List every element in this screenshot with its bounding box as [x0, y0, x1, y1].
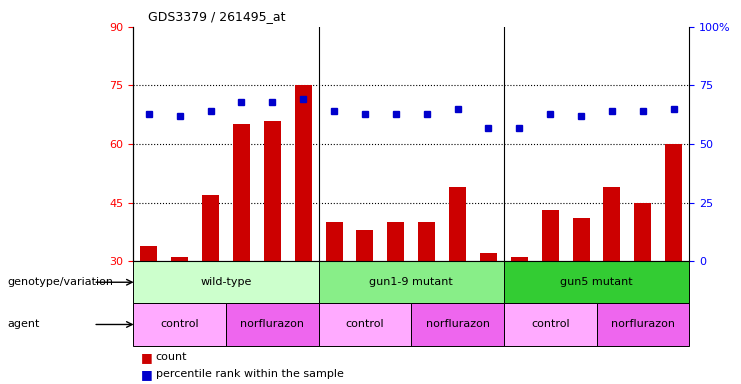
Text: control: control: [531, 319, 570, 329]
Bar: [356, 230, 373, 261]
Bar: [295, 86, 312, 261]
Bar: [573, 218, 590, 261]
Text: norflurazon: norflurazon: [425, 319, 490, 329]
Bar: [449, 187, 466, 261]
Bar: [319, 303, 411, 346]
Text: norflurazon: norflurazon: [611, 319, 675, 329]
Bar: [665, 144, 682, 261]
Text: gun1-9 mutant: gun1-9 mutant: [369, 277, 453, 287]
Bar: [634, 203, 651, 261]
Bar: [504, 303, 597, 346]
Bar: [133, 261, 319, 303]
Bar: [319, 261, 504, 303]
Bar: [133, 303, 226, 346]
Bar: [202, 195, 219, 261]
Text: control: control: [345, 319, 385, 329]
Bar: [171, 257, 188, 261]
Bar: [233, 124, 250, 261]
Bar: [542, 210, 559, 261]
Text: percentile rank within the sample: percentile rank within the sample: [156, 369, 344, 379]
Text: norflurazon: norflurazon: [240, 319, 305, 329]
Text: count: count: [156, 352, 187, 362]
Text: ■: ■: [141, 351, 153, 364]
Bar: [597, 303, 689, 346]
Text: agent: agent: [7, 319, 40, 329]
Bar: [264, 121, 281, 261]
Bar: [511, 257, 528, 261]
Bar: [603, 187, 620, 261]
Bar: [411, 303, 504, 346]
Bar: [418, 222, 435, 261]
Text: control: control: [160, 319, 199, 329]
Bar: [504, 261, 689, 303]
Text: gun5 mutant: gun5 mutant: [560, 277, 633, 287]
Text: genotype/variation: genotype/variation: [7, 277, 113, 287]
Bar: [140, 245, 157, 261]
Text: ■: ■: [141, 368, 153, 381]
Bar: [226, 303, 319, 346]
Text: GDS3379 / 261495_at: GDS3379 / 261495_at: [148, 10, 286, 23]
Bar: [480, 253, 497, 261]
Text: wild-type: wild-type: [200, 277, 252, 287]
Bar: [388, 222, 405, 261]
Bar: [325, 222, 342, 261]
